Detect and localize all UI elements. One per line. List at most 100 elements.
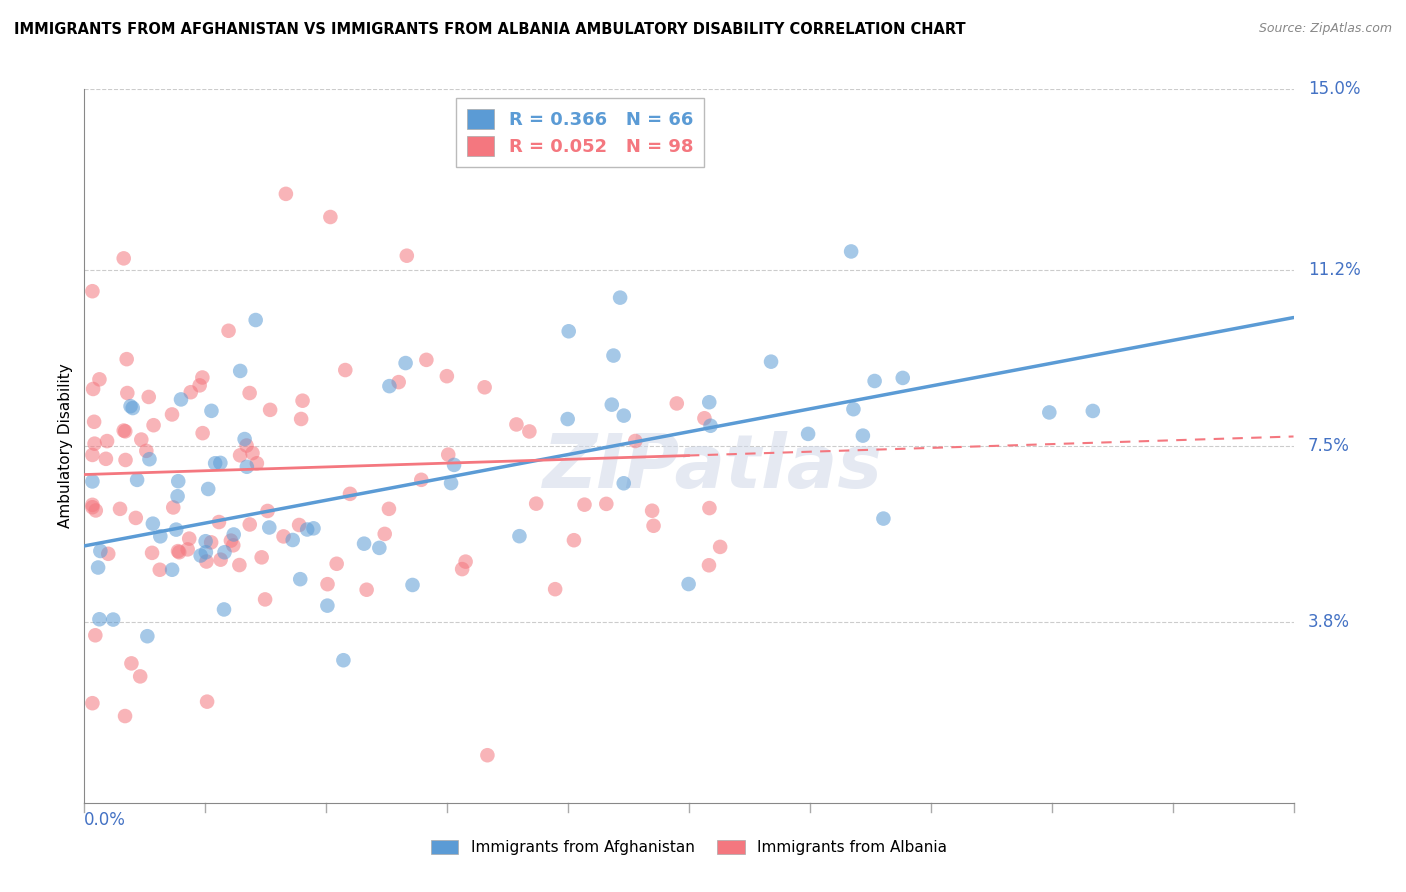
- Point: [219, 533, 242, 548]
- Point: [335, 363, 357, 377]
- Point: [557, 324, 579, 338]
- Point: [82, 284, 104, 298]
- Text: 3.8%: 3.8%: [1308, 613, 1350, 631]
- Point: [250, 550, 273, 565]
- Y-axis label: Ambulatory Disability: Ambulatory Disability: [58, 364, 73, 528]
- Point: [1081, 404, 1104, 418]
- Point: [190, 549, 212, 563]
- Point: [112, 252, 135, 266]
- Point: [112, 424, 135, 438]
- Point: [665, 396, 688, 410]
- Point: [94, 451, 117, 466]
- Point: [84, 628, 107, 642]
- Point: [316, 599, 339, 613]
- Point: [101, 613, 124, 627]
- Point: [574, 498, 596, 512]
- Point: [197, 482, 219, 496]
- Point: [245, 313, 267, 327]
- Point: [83, 436, 105, 450]
- Point: [167, 544, 190, 558]
- Point: [87, 560, 110, 574]
- Point: [505, 417, 527, 432]
- Point: [697, 395, 720, 409]
- Point: [600, 398, 623, 412]
- Point: [167, 545, 190, 559]
- Point: [235, 438, 257, 452]
- Point: [195, 555, 218, 569]
- Point: [165, 523, 187, 537]
- Point: [82, 500, 104, 515]
- Point: [273, 529, 295, 543]
- Point: [477, 748, 499, 763]
- Point: [127, 473, 149, 487]
- Point: [288, 518, 311, 533]
- Point: [557, 412, 579, 426]
- Point: [624, 434, 647, 448]
- Point: [117, 386, 139, 401]
- Point: [188, 378, 211, 392]
- Point: [212, 602, 235, 616]
- Point: [236, 459, 259, 474]
- Point: [842, 402, 865, 417]
- Text: 11.2%: 11.2%: [1308, 261, 1361, 279]
- Legend: Immigrants from Afghanistan, Immigrants from Albania: Immigrants from Afghanistan, Immigrants …: [423, 832, 955, 863]
- Point: [141, 546, 163, 560]
- Point: [544, 582, 567, 597]
- Point: [82, 696, 104, 710]
- Point: [200, 404, 222, 418]
- Point: [135, 443, 157, 458]
- Point: [96, 434, 118, 448]
- Point: [195, 695, 218, 709]
- Point: [239, 517, 262, 532]
- Point: [233, 432, 256, 446]
- Point: [415, 352, 437, 367]
- Point: [254, 592, 277, 607]
- Point: [368, 541, 391, 555]
- Text: 7.5%: 7.5%: [1308, 437, 1350, 455]
- Point: [395, 249, 418, 263]
- Point: [325, 557, 347, 571]
- Point: [290, 572, 312, 586]
- Point: [524, 497, 547, 511]
- Point: [180, 385, 202, 400]
- Point: [82, 448, 104, 462]
- Text: 15.0%: 15.0%: [1308, 80, 1361, 98]
- Point: [613, 476, 636, 491]
- Point: [89, 544, 111, 558]
- Point: [356, 582, 378, 597]
- Point: [242, 446, 264, 460]
- Point: [222, 538, 245, 552]
- Point: [228, 558, 250, 572]
- Point: [437, 448, 460, 462]
- Point: [699, 418, 721, 433]
- Point: [319, 210, 342, 224]
- Text: Source: ZipAtlas.com: Source: ZipAtlas.com: [1258, 22, 1392, 36]
- Point: [411, 473, 433, 487]
- Point: [162, 500, 184, 515]
- Point: [852, 428, 875, 442]
- Point: [440, 476, 463, 491]
- Text: ZIPatlas: ZIPatlas: [543, 431, 883, 504]
- Point: [208, 515, 231, 529]
- Point: [339, 487, 361, 501]
- Point: [114, 425, 136, 439]
- Point: [191, 370, 214, 384]
- Point: [167, 474, 190, 488]
- Point: [454, 555, 477, 569]
- Point: [120, 657, 142, 671]
- Point: [259, 520, 281, 534]
- Point: [204, 456, 226, 470]
- Point: [222, 527, 245, 541]
- Point: [697, 558, 720, 573]
- Point: [709, 540, 731, 554]
- Point: [239, 386, 262, 401]
- Point: [194, 545, 217, 559]
- Point: [443, 458, 465, 472]
- Point: [114, 709, 136, 723]
- Point: [115, 352, 138, 367]
- Point: [200, 535, 222, 549]
- Point: [114, 453, 136, 467]
- Point: [83, 415, 105, 429]
- Point: [797, 426, 820, 441]
- Point: [394, 356, 416, 370]
